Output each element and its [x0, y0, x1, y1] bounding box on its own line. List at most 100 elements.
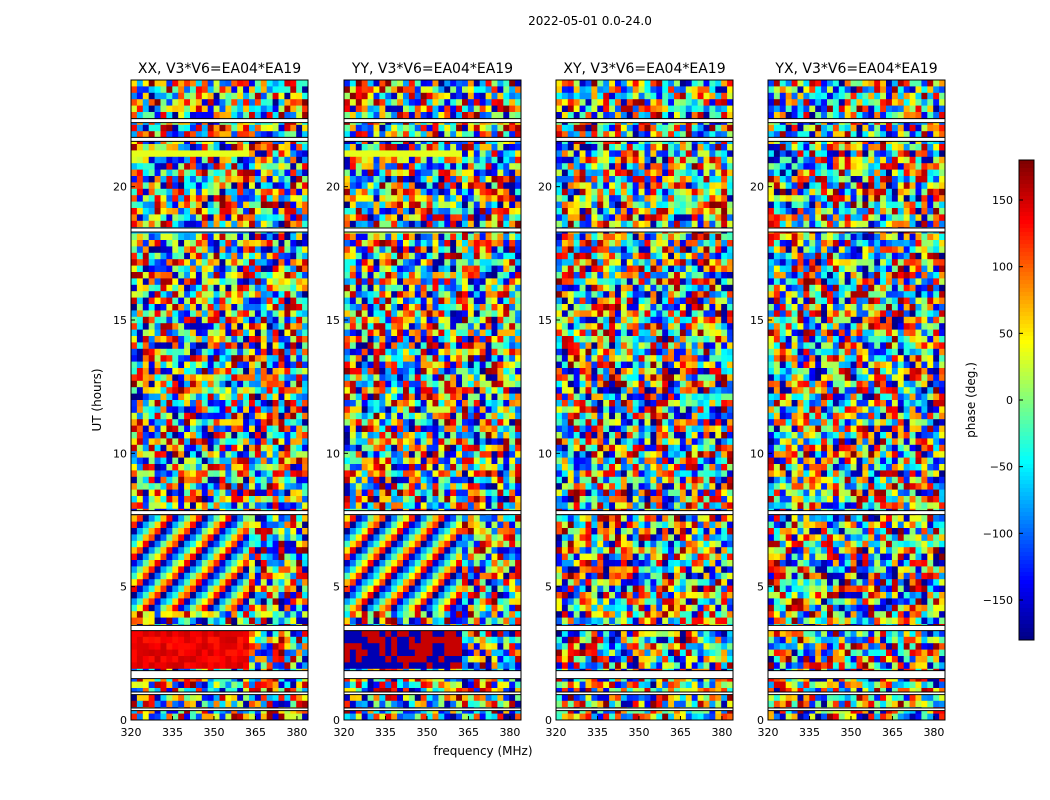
- y-tick-label: 5: [757, 581, 764, 594]
- y-tick-label: 15: [326, 314, 340, 327]
- y-tick-label: 15: [538, 314, 552, 327]
- colorbar-tick-label: 50: [999, 327, 1013, 340]
- colorbar-tick-label: −100: [983, 527, 1013, 540]
- y-tick-label: 10: [326, 447, 340, 460]
- x-tick-label: 350: [628, 726, 649, 739]
- x-tick-label: 380: [499, 726, 520, 739]
- flagged-row: [768, 625, 945, 631]
- panel-title: XY, V3*V6=EA04*EA19: [563, 61, 725, 77]
- panel-frame: [343, 79, 522, 721]
- y-tick-label: 0: [333, 714, 340, 727]
- colorbar-tick-label: 100: [992, 261, 1013, 274]
- flagged-row: [131, 137, 308, 142]
- colorbar-tick-label: −150: [983, 594, 1013, 607]
- flagged-row: [344, 510, 521, 515]
- flagged-row: [768, 670, 945, 679]
- flagged-row: [768, 228, 945, 232]
- flagged-row: [344, 670, 521, 679]
- y-tick-label: 20: [538, 181, 552, 194]
- x-tick-label: 380: [923, 726, 944, 739]
- flagged-row: [344, 228, 521, 232]
- phase-image: [131, 80, 309, 721]
- y-tick-label: 0: [757, 714, 764, 727]
- colorbar-tick-label: 0: [1006, 394, 1013, 407]
- flagged-row: [556, 625, 733, 631]
- flagged-row: [768, 137, 945, 142]
- flagged-row: [556, 228, 733, 232]
- y-tick-label: 20: [113, 181, 127, 194]
- flagged-row: [131, 670, 308, 679]
- panel-xx: XX, V3*V6=EA04*EA19 320 335 350 365 380 0 5 10 15…: [113, 61, 309, 739]
- y-tick-label: 5: [545, 581, 552, 594]
- panel-frame: [767, 79, 946, 721]
- flagged-row: [344, 708, 521, 711]
- y-axis-label: UT (hours): [90, 368, 104, 431]
- y-tick-label: 15: [750, 314, 764, 327]
- colorbar-tick-label: −50: [990, 461, 1013, 474]
- y-tick-label: 20: [326, 181, 340, 194]
- y-tick-label: 10: [750, 447, 764, 460]
- y-tick-label: 0: [120, 714, 127, 727]
- flagged-row: [556, 137, 733, 142]
- x-tick-label: 380: [711, 726, 732, 739]
- flagged-row: [131, 118, 308, 123]
- x-axis-label: frequency (MHz): [433, 744, 532, 758]
- panel-frame: [555, 79, 734, 721]
- phase-image: [344, 80, 522, 721]
- figure-suptitle: 2022-05-01 0.0-24.0: [528, 14, 652, 28]
- x-tick-label: 350: [416, 726, 437, 739]
- x-tick-label: 320: [758, 726, 779, 739]
- x-tick-label: 380: [286, 726, 307, 739]
- flagged-row: [556, 708, 733, 711]
- y-tick-label: 5: [120, 581, 127, 594]
- flagged-row: [556, 118, 733, 123]
- x-tick-label: 365: [882, 726, 903, 739]
- flagged-row: [768, 692, 945, 695]
- panel-yy: YY, V3*V6=EA04*EA19 320 335 350 365 380 0 5 10 15…: [326, 61, 522, 739]
- y-tick-label: 10: [538, 447, 552, 460]
- x-tick-label: 350: [840, 726, 861, 739]
- x-tick-label: 350: [203, 726, 224, 739]
- x-tick-label: 365: [245, 726, 266, 739]
- flagged-row: [768, 510, 945, 515]
- x-tick-label: 335: [799, 726, 820, 739]
- panel-xy: XY, V3*V6=EA04*EA19 320 335 350 365 380 0 5 10 15…: [538, 61, 734, 739]
- panel-frame: [130, 79, 309, 721]
- x-tick-label: 365: [670, 726, 691, 739]
- y-tick-label: 0: [545, 714, 552, 727]
- flagged-row: [344, 692, 521, 695]
- x-tick-label: 335: [162, 726, 183, 739]
- flagged-row: [768, 708, 945, 711]
- x-tick-label: 335: [375, 726, 396, 739]
- x-tick-label: 320: [121, 726, 142, 739]
- colorbar-label: phase (deg.): [964, 362, 978, 438]
- x-tick-label: 365: [458, 726, 479, 739]
- y-tick-label: 15: [113, 314, 127, 327]
- colorbar: −150 −100 −50 0 50 100 150: [983, 159, 1035, 641]
- panel-title: XX, V3*V6=EA04*EA19: [138, 61, 301, 77]
- flagged-row: [344, 137, 521, 142]
- panel-title: YX, V3*V6=EA04*EA19: [774, 61, 937, 77]
- panel-title: YY, V3*V6=EA04*EA19: [351, 61, 513, 77]
- flagged-row: [131, 692, 308, 695]
- x-tick-label: 335: [587, 726, 608, 739]
- flagged-row: [344, 118, 521, 123]
- flagged-row: [131, 510, 308, 515]
- panel-yx: YX, V3*V6=EA04*EA19 320 335 350 365 380 0 5 10 15…: [750, 61, 946, 739]
- y-tick-label: 10: [113, 447, 127, 460]
- flagged-row: [556, 692, 733, 695]
- y-tick-label: 5: [333, 581, 340, 594]
- x-tick-label: 320: [334, 726, 355, 739]
- colorbar-tick-label: 150: [992, 194, 1013, 207]
- flagged-row: [131, 625, 308, 631]
- y-tick-label: 20: [750, 181, 764, 194]
- flagged-row: [556, 510, 733, 515]
- flagged-row: [131, 228, 308, 232]
- phase-image: [556, 80, 734, 721]
- phase-image: [768, 80, 946, 721]
- flagged-row: [768, 118, 945, 123]
- x-tick-label: 320: [546, 726, 567, 739]
- flagged-row: [556, 670, 733, 679]
- flagged-row: [131, 708, 308, 711]
